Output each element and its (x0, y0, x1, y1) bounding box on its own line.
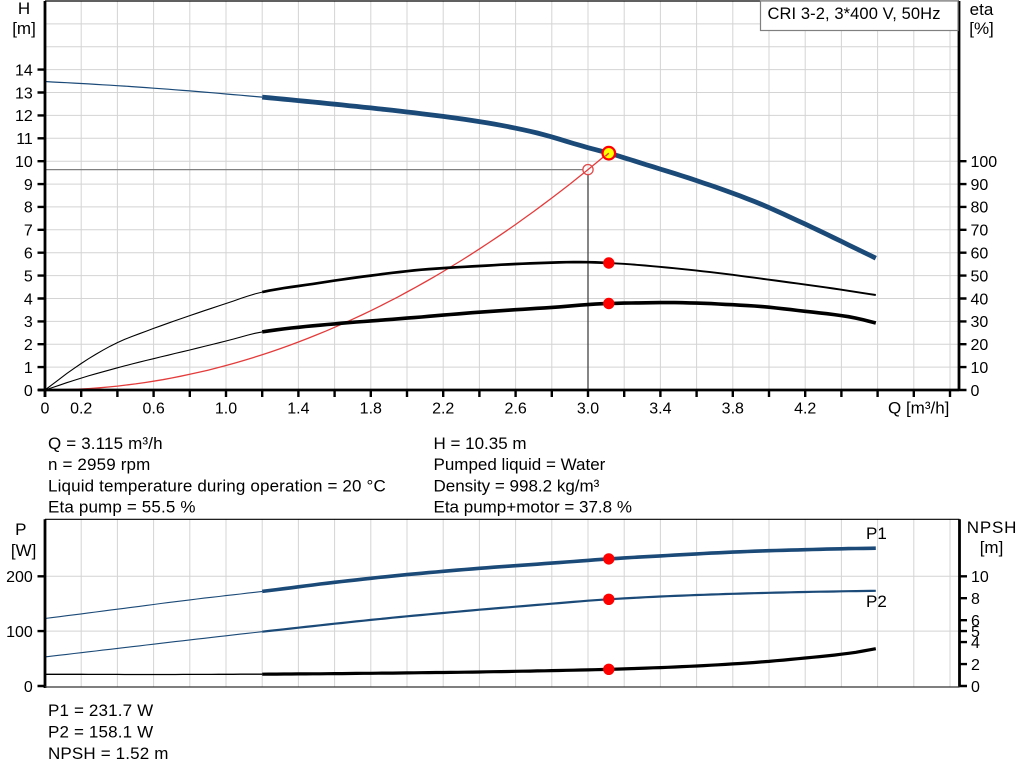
svg-text:2: 2 (24, 337, 33, 354)
svg-text:10: 10 (971, 360, 989, 377)
svg-text:100: 100 (971, 154, 998, 171)
svg-text:Eta pump+motor = 37.8 %: Eta pump+motor = 37.8 % (434, 498, 632, 517)
svg-text:NPSH = 1.52 m: NPSH = 1.52 m (48, 744, 169, 763)
svg-text:[m]: [m] (980, 538, 1004, 557)
svg-text:2.6: 2.6 (504, 400, 526, 417)
svg-text:1: 1 (24, 360, 33, 377)
svg-text:4: 4 (971, 635, 980, 652)
svg-text:[%]: [%] (969, 19, 994, 38)
svg-text:Density = 998.2 kg/m³: Density = 998.2 kg/m³ (434, 476, 600, 495)
svg-text:9: 9 (24, 177, 33, 194)
svg-text:5: 5 (971, 624, 980, 641)
svg-text:0: 0 (24, 383, 33, 400)
svg-text:0: 0 (41, 400, 50, 417)
svg-text:P1 = 231.7 W: P1 = 231.7 W (48, 701, 153, 720)
svg-text:70: 70 (971, 223, 989, 240)
svg-text:Pumped liquid = Water: Pumped liquid = Water (434, 455, 606, 474)
svg-text:3.4: 3.4 (649, 400, 671, 417)
svg-text:8: 8 (24, 200, 33, 217)
svg-text:4.2: 4.2 (794, 400, 816, 417)
svg-text:6: 6 (24, 246, 33, 263)
svg-text:10: 10 (971, 569, 989, 586)
svg-text:P1: P1 (866, 524, 887, 543)
svg-text:14: 14 (15, 62, 33, 79)
svg-text:5: 5 (24, 268, 33, 285)
svg-text:1.4: 1.4 (287, 400, 309, 417)
svg-text:Q [m³/h]: Q [m³/h] (888, 398, 949, 417)
svg-text:3: 3 (24, 314, 33, 331)
svg-text:P: P (15, 520, 26, 539)
svg-text:60: 60 (971, 246, 989, 263)
svg-text:90: 90 (971, 177, 989, 194)
svg-text:[W]: [W] (11, 541, 37, 560)
svg-text:2: 2 (971, 657, 980, 674)
svg-text:1.8: 1.8 (360, 400, 382, 417)
svg-text:0.2: 0.2 (70, 400, 92, 417)
svg-text:100: 100 (6, 624, 33, 641)
svg-text:2.2: 2.2 (432, 400, 454, 417)
svg-text:Liquid temperature during oper: Liquid temperature during operation = 20… (48, 476, 386, 495)
svg-text:7: 7 (24, 223, 33, 240)
svg-text:NPSH: NPSH (967, 518, 1017, 537)
svg-text:6: 6 (971, 613, 980, 630)
svg-text:10: 10 (15, 154, 33, 171)
svg-text:200: 200 (6, 569, 33, 586)
svg-text:0: 0 (971, 383, 980, 400)
svg-text:H = 10.35 m: H = 10.35 m (434, 434, 527, 453)
svg-text:0.6: 0.6 (142, 400, 164, 417)
svg-text:eta: eta (970, 0, 994, 19)
svg-text:3.8: 3.8 (722, 400, 744, 417)
svg-text:11: 11 (16, 131, 33, 148)
svg-text:CRI 3-2, 3*400 V, 50Hz: CRI 3-2, 3*400 V, 50Hz (767, 5, 940, 23)
svg-text:n = 2959 rpm: n = 2959 rpm (48, 455, 150, 474)
svg-text:0: 0 (971, 679, 980, 696)
svg-text:8: 8 (971, 591, 980, 608)
svg-text:0: 0 (24, 679, 33, 696)
svg-text:P2 = 158.1 W: P2 = 158.1 W (48, 723, 153, 742)
svg-text:H: H (18, 0, 30, 18)
svg-text:20: 20 (971, 337, 989, 354)
svg-text:Eta pump = 55.5 %: Eta pump = 55.5 % (48, 498, 196, 517)
svg-text:1.0: 1.0 (215, 400, 237, 417)
svg-text:13: 13 (15, 85, 33, 102)
svg-text:12: 12 (15, 108, 33, 125)
svg-text:80: 80 (971, 200, 989, 217)
svg-text:40: 40 (971, 291, 989, 308)
svg-text:30: 30 (971, 314, 989, 331)
svg-text:[m]: [m] (12, 19, 36, 38)
svg-text:3.0: 3.0 (577, 400, 599, 417)
svg-text:Q = 3.115 m³/h: Q = 3.115 m³/h (48, 434, 163, 453)
svg-text:50: 50 (971, 268, 989, 285)
svg-text:P2: P2 (866, 592, 887, 611)
svg-text:4: 4 (24, 291, 33, 308)
